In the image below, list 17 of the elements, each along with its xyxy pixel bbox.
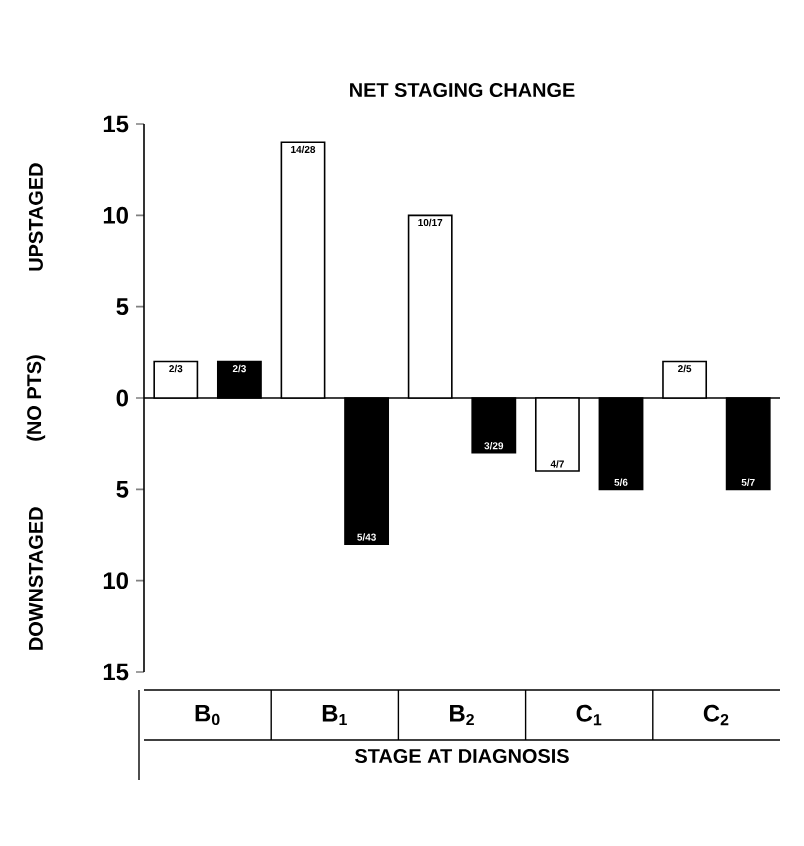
y-tick-label: 0 bbox=[116, 389, 128, 407]
text: UPSTAGED bbox=[28, 163, 43, 271]
y-tick-label: 15 bbox=[103, 663, 129, 681]
chart-title: NET STAGING CHANGE bbox=[350, 82, 575, 98]
x-tick-label: C$_{2}$ bbox=[703, 704, 729, 726]
y-tick-label: 10 bbox=[103, 572, 128, 590]
x-axis-title: STAGE AT DIAGNOSIS bbox=[355, 748, 569, 764]
y-axis-title: (NO PTS) bbox=[26, 355, 46, 441]
y-tick-label: 10 bbox=[103, 206, 128, 224]
y-tick-label: 5 bbox=[116, 481, 129, 498]
x-tick-label: B$_{2}$ bbox=[450, 704, 474, 726]
y-tick-label: 15 bbox=[103, 115, 129, 133]
x-tick-label: B$_{1}$ bbox=[322, 704, 347, 726]
text: DOWNSTAGED bbox=[28, 507, 43, 650]
x-tick-label: C$_{1}$ bbox=[576, 704, 602, 726]
y-tick-label: 5 bbox=[116, 298, 129, 315]
x-tick-label: B$_{0}$ bbox=[195, 704, 220, 726]
